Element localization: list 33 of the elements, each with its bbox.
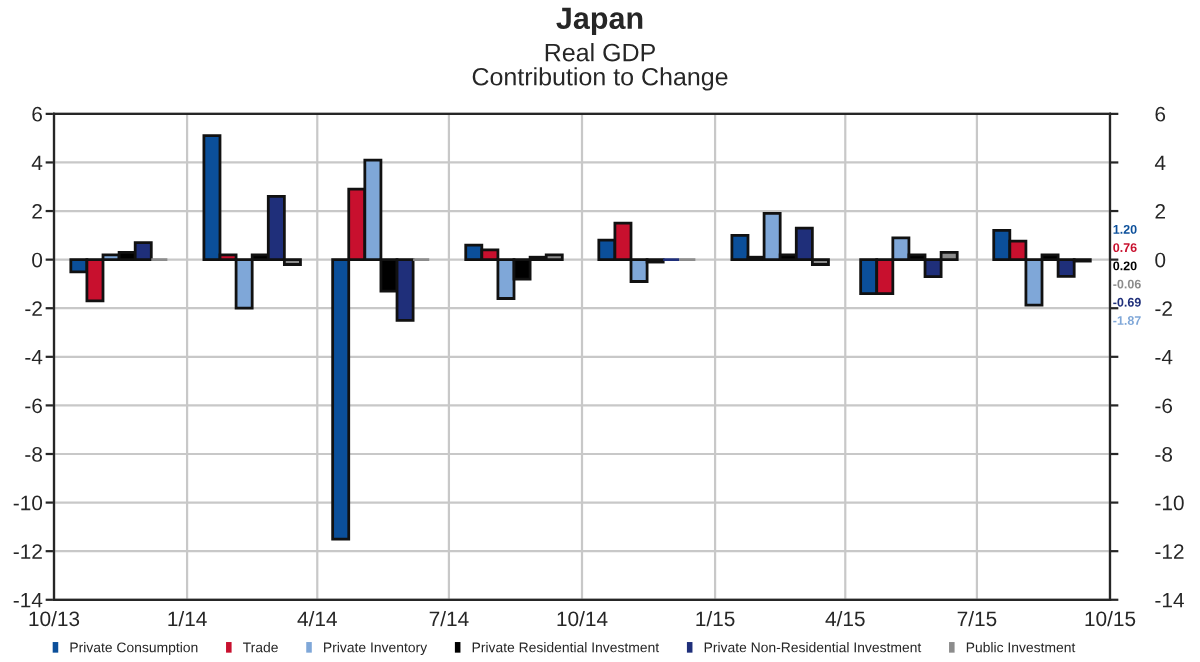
y-tick-label: 6	[32, 106, 42, 122]
x-tick-label: 7/15	[957, 610, 997, 627]
y2-tick-label: 0	[1155, 252, 1166, 268]
y2-tick-label: -6	[1155, 398, 1173, 414]
y2-tick-label: -2	[1155, 301, 1172, 316]
y-tick-label: -6	[25, 398, 42, 414]
y2-tick-label: -8	[1155, 447, 1173, 462]
x-tick-label: 7/14	[429, 610, 469, 627]
y2-tick-label: 2	[1155, 204, 1165, 219]
y2-tick-label: 6	[1155, 106, 1166, 122]
y-tick-label: -10	[13, 495, 43, 511]
x-tick-label: 10/14	[557, 610, 608, 627]
y2-tick-label: -10	[1155, 495, 1184, 511]
y2-tick-label: -14	[1155, 592, 1184, 608]
y-tick-label: -2	[25, 301, 42, 316]
y-tick-label: -4	[25, 350, 43, 365]
chart-title: Japan	[556, 7, 643, 36]
x-tick-label: 10/15	[1085, 610, 1136, 627]
chart-subtitle: Real GDP Contribution to Change	[472, 43, 728, 91]
y-tick-label: -12	[13, 544, 42, 559]
y-tick-label: 0	[32, 252, 43, 268]
x-tick-label: 4/15	[825, 610, 865, 627]
y2-tick-label: -4	[1155, 350, 1173, 365]
y2-tick-label: -12	[1155, 544, 1184, 559]
y-tick-label: 2	[32, 204, 42, 219]
x-tick-label: 4/14	[297, 610, 337, 627]
x-tick-label: 1/14	[168, 610, 207, 627]
y2-tick-label: 4	[1154, 155, 1166, 170]
x-tick-label: 1/15	[696, 610, 735, 627]
y-tick-label: -14	[13, 592, 43, 608]
y-tick-label: -8	[25, 447, 42, 462]
x-tick-label: 10/13	[29, 610, 80, 627]
y-tick-label: 4	[31, 155, 43, 170]
